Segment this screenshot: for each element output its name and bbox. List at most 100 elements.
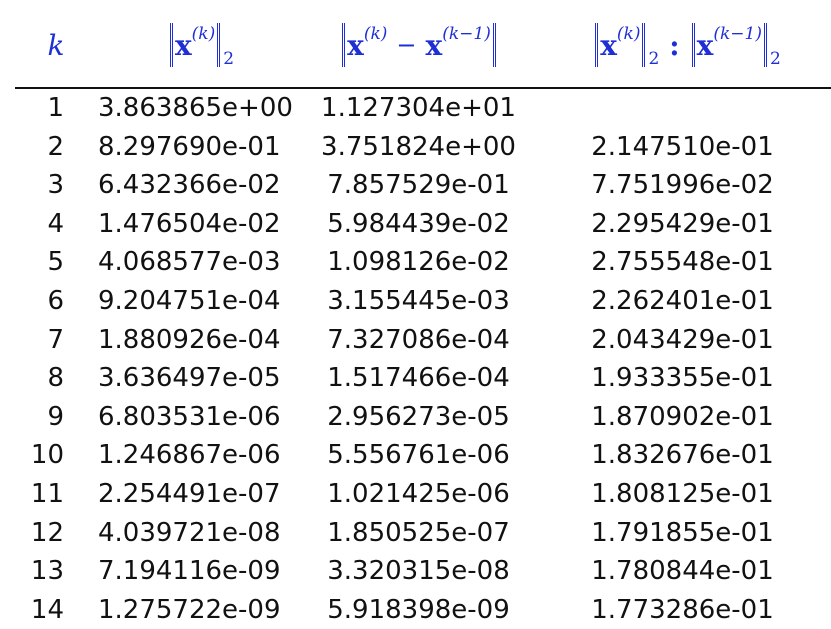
- cell-k: 11: [30, 478, 64, 509]
- subscript-2: 2: [648, 49, 660, 69]
- table-row: 11 2.254491e-07 1.021425e-06 1.808125e-0…: [0, 475, 831, 514]
- cell-ratio: 1.832676e-01: [591, 440, 774, 471]
- cell-diff: 1.098126e-02: [327, 247, 510, 278]
- table-header: k x (k) 2 x (k) − x (k−1) x (k) 2 : x (k−1) 2: [0, 0, 831, 90]
- cell-ratio: 1.791855e-01: [591, 517, 774, 548]
- table-row: 4 1.476504e-02 5.984439e-02 2.295429e-01: [0, 205, 831, 244]
- cell-k: 12: [30, 517, 64, 548]
- minus-sign: −: [396, 31, 417, 59]
- cell-diff: 5.984439e-02: [327, 208, 510, 239]
- superscript-k-minus-1: (k−1): [713, 24, 762, 44]
- cell-norm: 1.246867e-06: [98, 440, 281, 471]
- cell-diff: 3.751824e+00: [321, 131, 516, 162]
- ratio-colon: :: [669, 28, 680, 62]
- table-row: 8 3.636497e-05 1.517466e-04 1.933355e-01: [0, 359, 831, 398]
- cell-ratio: 2.043429e-01: [591, 324, 774, 355]
- header-norm: x (k) 2: [136, 0, 266, 90]
- cell-norm: 9.204751e-04: [98, 285, 281, 316]
- ratio-bar-right: [763, 23, 767, 67]
- ratio-bar-mid1: [642, 23, 646, 67]
- cell-norm: 1.476504e-02: [98, 208, 281, 239]
- cell-k: 4: [47, 208, 64, 239]
- cell-k: 8: [47, 363, 64, 394]
- ratio-bar-mid2: [691, 23, 695, 67]
- cell-k: 2: [47, 131, 64, 162]
- cell-ratio: 2.147510e-01: [591, 131, 774, 162]
- cell-norm: 8.297690e-01: [98, 131, 281, 162]
- x-symbol: x: [600, 28, 617, 62]
- cell-diff: 1.517466e-04: [327, 363, 510, 394]
- cell-norm: 7.194116e-09: [98, 556, 281, 587]
- cell-diff: 7.327086e-04: [327, 324, 510, 355]
- cell-norm: 1.275722e-09: [98, 594, 281, 625]
- diff-bar-left: [342, 23, 346, 67]
- diff-bar-right: [492, 23, 496, 67]
- table-row: 7 1.880926e-04 7.327086e-04 2.043429e-01: [0, 321, 831, 360]
- cell-diff: 3.155445e-03: [327, 285, 510, 316]
- cell-k: 13: [30, 556, 64, 587]
- subscript-2: 2: [223, 49, 235, 69]
- cell-diff: 1.127304e+01: [321, 93, 516, 123]
- cell-ratio: 2.755548e-01: [591, 247, 774, 278]
- x-symbol: x: [425, 28, 443, 62]
- cell-k: 6: [47, 285, 64, 316]
- cell-diff: 1.850525e-07: [327, 517, 510, 548]
- header-rule: [15, 87, 831, 89]
- cell-diff: 3.320315e-08: [327, 556, 510, 587]
- table-row: 3 6.432366e-02 7.857529e-01 7.751996e-02: [0, 166, 831, 205]
- cell-norm: 6.803531e-06: [98, 401, 281, 432]
- header-diff: x (k) − x (k−1): [312, 0, 526, 90]
- cell-k: 5: [47, 247, 64, 278]
- header-k-label: k: [47, 28, 65, 62]
- cell-norm: 3.636497e-05: [98, 363, 281, 394]
- header-ratio: x (k) 2 : x (k−1) 2: [556, 0, 818, 90]
- cell-diff: 7.857529e-01: [327, 170, 510, 201]
- table-row: 6 9.204751e-04 3.155445e-03 2.262401e-01: [0, 282, 831, 321]
- cell-norm: 4.068577e-03: [98, 247, 281, 278]
- x-symbol: x: [347, 28, 364, 62]
- table-row: 12 4.039721e-08 1.850525e-07 1.791855e-0…: [0, 514, 831, 553]
- cell-diff: 2.956273e-05: [327, 401, 510, 432]
- cell-ratio: 2.262401e-01: [591, 285, 774, 316]
- cell-ratio: 1.773286e-01: [591, 594, 774, 625]
- superscript-k-minus-1: (k−1): [442, 24, 491, 44]
- cell-k: 3: [47, 170, 64, 201]
- cell-ratio: 1.780844e-01: [591, 556, 774, 587]
- cell-ratio: 1.933355e-01: [591, 363, 774, 394]
- cell-ratio: 1.808125e-01: [591, 478, 774, 509]
- cell-k: 7: [47, 324, 64, 355]
- cell-ratio: 2.295429e-01: [591, 208, 774, 239]
- cell-k: 9: [47, 401, 64, 432]
- cell-ratio: 1.870902e-01: [591, 401, 774, 432]
- cell-norm: 6.432366e-02: [98, 170, 281, 201]
- norm-bar-right: [217, 23, 221, 67]
- cell-ratio: 7.751996e-02: [591, 170, 774, 201]
- cell-diff: 1.021425e-06: [327, 478, 510, 509]
- cell-k: 14: [30, 594, 64, 625]
- table-row: 14 1.275722e-09 5.918398e-09 1.773286e-0…: [0, 591, 831, 629]
- superscript-k: (k): [616, 24, 641, 44]
- table-row: 10 1.246867e-06 5.556761e-06 1.832676e-0…: [0, 436, 831, 475]
- cell-ratio: [570, 89, 795, 128]
- cell-k: 10: [30, 440, 64, 471]
- subscript-2: 2: [769, 49, 781, 69]
- header-k: k: [30, 0, 82, 90]
- table-row: 2 8.297690e-01 3.751824e+00 2.147510e-01: [0, 128, 831, 167]
- cell-norm: 1.880926e-04: [98, 324, 281, 355]
- table-row: 9 6.803531e-06 2.956273e-05 1.870902e-01: [0, 398, 831, 437]
- cell-k: 1: [47, 93, 64, 123]
- superscript-k: (k): [191, 24, 216, 44]
- cell-norm: 4.039721e-08: [98, 517, 281, 548]
- ratio-bar-left: [595, 23, 599, 67]
- superscript-k: (k): [363, 24, 388, 44]
- table-row: 13 7.194116e-09 3.320315e-08 1.780844e-0…: [0, 552, 831, 591]
- x-symbol: x: [174, 28, 192, 62]
- cell-diff: 5.556761e-06: [327, 440, 510, 471]
- cell-norm: 2.254491e-07: [98, 478, 281, 509]
- x-symbol: x: [696, 28, 714, 62]
- cell-diff: 5.918398e-09: [327, 594, 510, 625]
- table-row: 1 3.863865e+00 1.127304e+01: [0, 89, 831, 128]
- table-row: 5 4.068577e-03 1.098126e-02 2.755548e-01: [0, 243, 831, 282]
- cell-norm: 3.863865e+00: [98, 93, 293, 123]
- norm-bar-left: [169, 23, 173, 67]
